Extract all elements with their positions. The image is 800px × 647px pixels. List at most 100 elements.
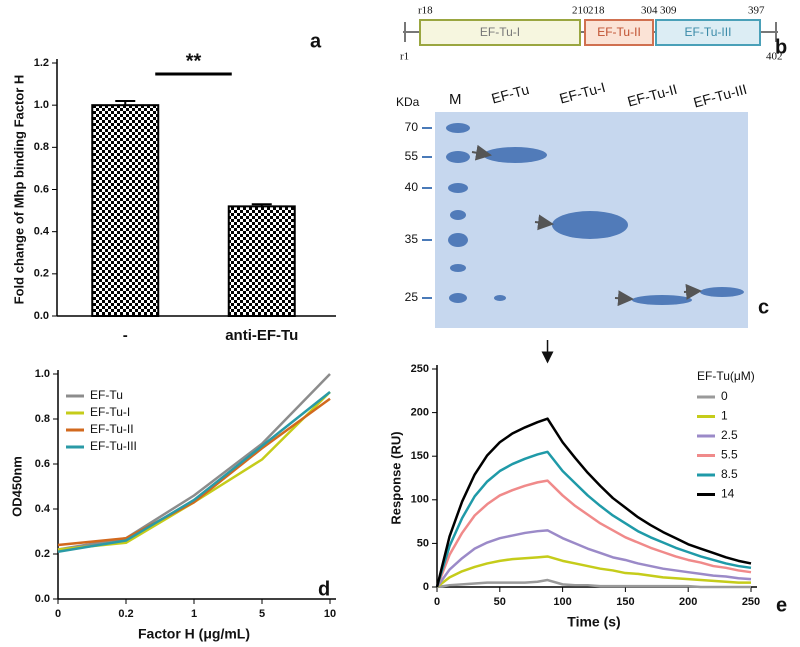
y-axis-label: Fold change of Mhp binding Factor H (11, 75, 26, 305)
y-axis-label: Response (RU) (388, 431, 403, 524)
y-tick-label: 0.8 (34, 141, 49, 153)
x-tick-label: 250 (742, 596, 760, 608)
domain-name: EF-Tu-III (685, 25, 732, 39)
position: 309 (660, 5, 677, 17)
legend-label: 0 (721, 389, 728, 403)
series-line (57, 397, 331, 547)
series-line (57, 373, 331, 551)
y-tick-label: 0.8 (35, 413, 50, 425)
series-line (435, 529, 752, 588)
x-tick-label: 5 (259, 608, 265, 620)
y-axis-label: OD450nm (9, 456, 24, 517)
panel-label: d (318, 578, 330, 600)
arrow (614, 290, 634, 307)
legend-label: 5.5 (721, 448, 738, 462)
lane-label: EF-Tu-II (626, 81, 679, 110)
marker-size: 25 (405, 290, 419, 304)
legend-label: EF-Tu-III (90, 439, 137, 453)
domain-name: EF-Tu-II (597, 25, 641, 39)
y-tick-label: 0.4 (34, 226, 50, 238)
x-tick-label: 100 (553, 596, 571, 608)
legend-label: 2.5 (721, 428, 738, 442)
lane-label: EF-Tu (490, 81, 531, 106)
y-tick-label: 0.0 (34, 310, 49, 322)
error-bar (115, 99, 136, 106)
marker-size: 35 (405, 232, 419, 246)
lane-label: EF-Tu-I (558, 79, 607, 107)
panel-label: a (310, 30, 322, 52)
y-tick-label: 0.0 (35, 593, 50, 605)
panel-label: b (775, 36, 787, 58)
panel-label: c (758, 296, 769, 318)
series-line (435, 417, 752, 588)
domain-box (655, 19, 761, 46)
x-tick-label: 0.2 (118, 608, 133, 620)
x-tick-label: 1 (191, 608, 197, 620)
annotation: ** (186, 50, 202, 72)
y-tick-label: 0.2 (34, 268, 49, 280)
y-tick-label: 100 (411, 494, 429, 506)
marker-size: 40 (405, 180, 419, 194)
unit: KDa (396, 95, 420, 109)
x-tick-label: 200 (679, 596, 697, 608)
position: 402 (766, 51, 783, 63)
legend-label: 8.5 (721, 467, 738, 481)
position: r18 (418, 5, 433, 17)
x-tick-label: anti-EF-Tu (225, 327, 298, 344)
series-line (436, 578, 751, 589)
error-bar (251, 203, 272, 207)
y-tick-label: 200 (411, 407, 429, 419)
series-line (57, 391, 331, 553)
y-tick-label: 0.6 (35, 458, 50, 470)
y-tick-label: 0.2 (35, 548, 50, 560)
y-tick-label: 1.2 (34, 57, 49, 69)
position: 218 (588, 5, 605, 17)
legend-title: EF-Tu(μM) (697, 369, 755, 383)
position: 304 (641, 5, 658, 17)
y-tick-label: 150 (411, 450, 429, 462)
domain-name: EF-Tu-I (480, 25, 520, 39)
arrow (534, 214, 554, 231)
y-tick-label: 1.0 (35, 368, 50, 380)
y-tick-label: 1.0 (34, 99, 49, 111)
bar (91, 104, 160, 317)
domain-diagram: EF-Tu-I EF-Tu-II EF-Tu-III r18 210 218 3… (400, 5, 787, 63)
bands (446, 123, 744, 305)
arrow (683, 283, 702, 300)
x-axis-label: Time (s) (567, 614, 620, 630)
x-axis-label: Factor H (μg/mL) (138, 626, 250, 642)
y-tick-label: 0.4 (35, 503, 51, 515)
marker-size: 55 (405, 149, 419, 163)
x-tick-label: 0 (434, 596, 440, 608)
legend-label: 14 (721, 487, 735, 501)
legend-label: EF-Tu-II (90, 422, 134, 436)
y-tick-label: 0 (423, 581, 429, 593)
y-tick-label: 250 (411, 363, 429, 375)
x-tick-label: 50 (494, 596, 506, 608)
bar (227, 205, 296, 317)
legend-label: 1 (721, 409, 728, 423)
gel: KDa M EF-Tu EF-Tu-I EF-Tu-II EF-Tu-III c (396, 79, 769, 328)
domain-box (419, 19, 581, 46)
position: 210 (572, 5, 589, 17)
series-line (435, 450, 752, 588)
panel-label: e (776, 594, 787, 616)
y-tick-label: 0.6 (34, 183, 49, 195)
position: 397 (748, 5, 765, 17)
lane-label: EF-Tu-III (692, 81, 749, 111)
legend-label: EF-Tu (90, 388, 123, 402)
legend-label: EF-Tu-I (90, 405, 130, 419)
position: r1 (400, 51, 409, 63)
x-tick-label: 150 (616, 596, 634, 608)
x-tick-label: - (123, 327, 128, 344)
x-tick-label: 10 (324, 608, 336, 620)
domain-box (584, 19, 654, 46)
y-tick-label: 50 (417, 537, 429, 549)
arrow (471, 144, 492, 161)
marker-size: 70 (405, 120, 419, 134)
series-line (436, 555, 751, 588)
lane-label: M (449, 91, 462, 108)
series-line (435, 479, 752, 588)
x-tick-label: 0 (55, 608, 61, 620)
